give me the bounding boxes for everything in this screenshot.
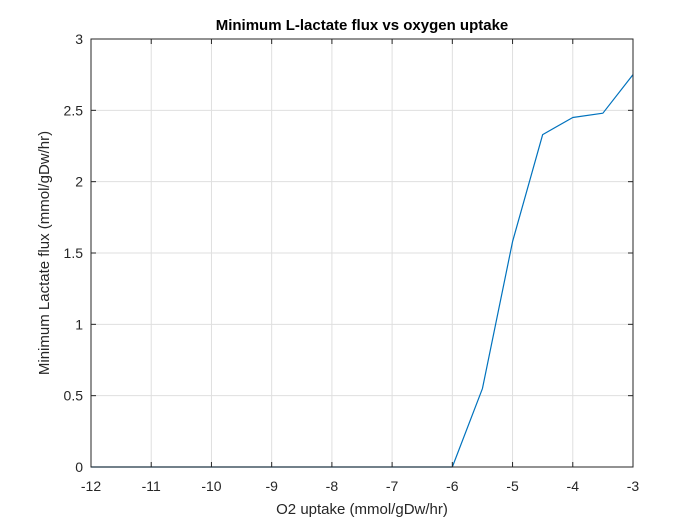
- y-tick-label: 0: [75, 459, 83, 475]
- x-tick-label: -11: [142, 478, 161, 494]
- x-tick-label: -7: [386, 478, 399, 494]
- chart-title: Minimum L-lactate flux vs oxygen uptake: [216, 17, 509, 34]
- x-tick-label: -10: [201, 478, 221, 494]
- x-tick-label: -4: [567, 478, 580, 494]
- y-tick-label: 1.5: [64, 245, 84, 261]
- x-tick-label: -6: [446, 478, 459, 494]
- x-tick-label: -8: [326, 478, 339, 494]
- x-tick-label: -12: [81, 478, 101, 494]
- x-axis-label: O2 uptake (mmol/gDw/hr): [276, 501, 448, 518]
- x-tick-label: -9: [265, 478, 278, 494]
- y-axis-label: Minimum Lactate flux (mmol/gDw/hr): [36, 131, 53, 375]
- y-tick-label: 2.5: [64, 102, 84, 118]
- tick-marks: [90, 38, 634, 468]
- y-tick-label: 1: [75, 316, 83, 332]
- y-tick-labels: 0 0.5 1 1.5 2 2.5 3: [64, 31, 84, 475]
- x-tick-labels: -12 -11 -10 -9 -8 -7 -6 -5 -4 -3: [81, 478, 640, 494]
- x-tick-label: -3: [627, 478, 640, 494]
- y-tick-label: 3: [75, 31, 83, 47]
- y-tick-label: 0.5: [64, 388, 84, 404]
- y-tick-label: 2: [75, 174, 83, 190]
- x-tick-label: -5: [506, 478, 519, 494]
